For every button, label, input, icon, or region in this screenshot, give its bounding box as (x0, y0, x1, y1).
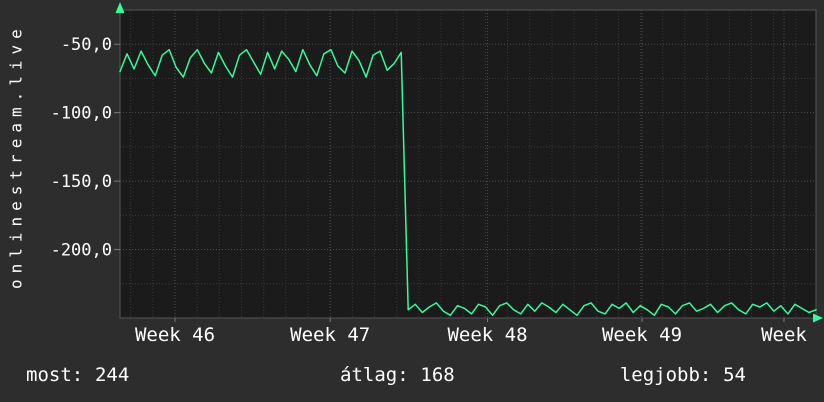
y-tick-label: -200,0 (51, 241, 112, 261)
stat-legjobb: legjobb: 54 (620, 364, 746, 386)
stat-legjobb-label: legjobb: (619, 364, 712, 386)
plot-area (120, 10, 816, 318)
stat-most-label: most: (26, 364, 84, 386)
data-line (119, 48, 817, 317)
x-tick-label: Week (761, 324, 807, 346)
plot-border (119, 9, 817, 319)
x-tick-label: Week 46 (135, 324, 215, 346)
stat-most-value: 244 (94, 364, 130, 386)
stats-footer: most: 244 átlag: 168 legjobb: 54 (0, 360, 824, 394)
stat-atlag-value: 168 (420, 364, 455, 386)
stat-most: most: 244 (26, 364, 129, 386)
stat-atlag-label: átlag: (340, 364, 409, 386)
y-tick-label: -50,0 (61, 35, 112, 55)
y-axis-arrow-icon (115, 2, 125, 13)
stat-atlag: átlag: 168 (340, 364, 455, 386)
x-tick-label: Week 48 (447, 324, 527, 346)
y-tick-label: -100,0 (51, 104, 112, 124)
stat-legjobb-value: 54 (723, 364, 746, 386)
chart-canvas: -50,0 -100,0 -150,0 -200,0 Week 46 Week 47 Wee… (51, 2, 823, 346)
x-tick-label: Week 47 (290, 324, 370, 346)
x-tick-label: Week 49 (602, 324, 682, 346)
y-tick-label: -150,0 (51, 172, 112, 192)
x-axis-arrow-icon (813, 313, 823, 323)
